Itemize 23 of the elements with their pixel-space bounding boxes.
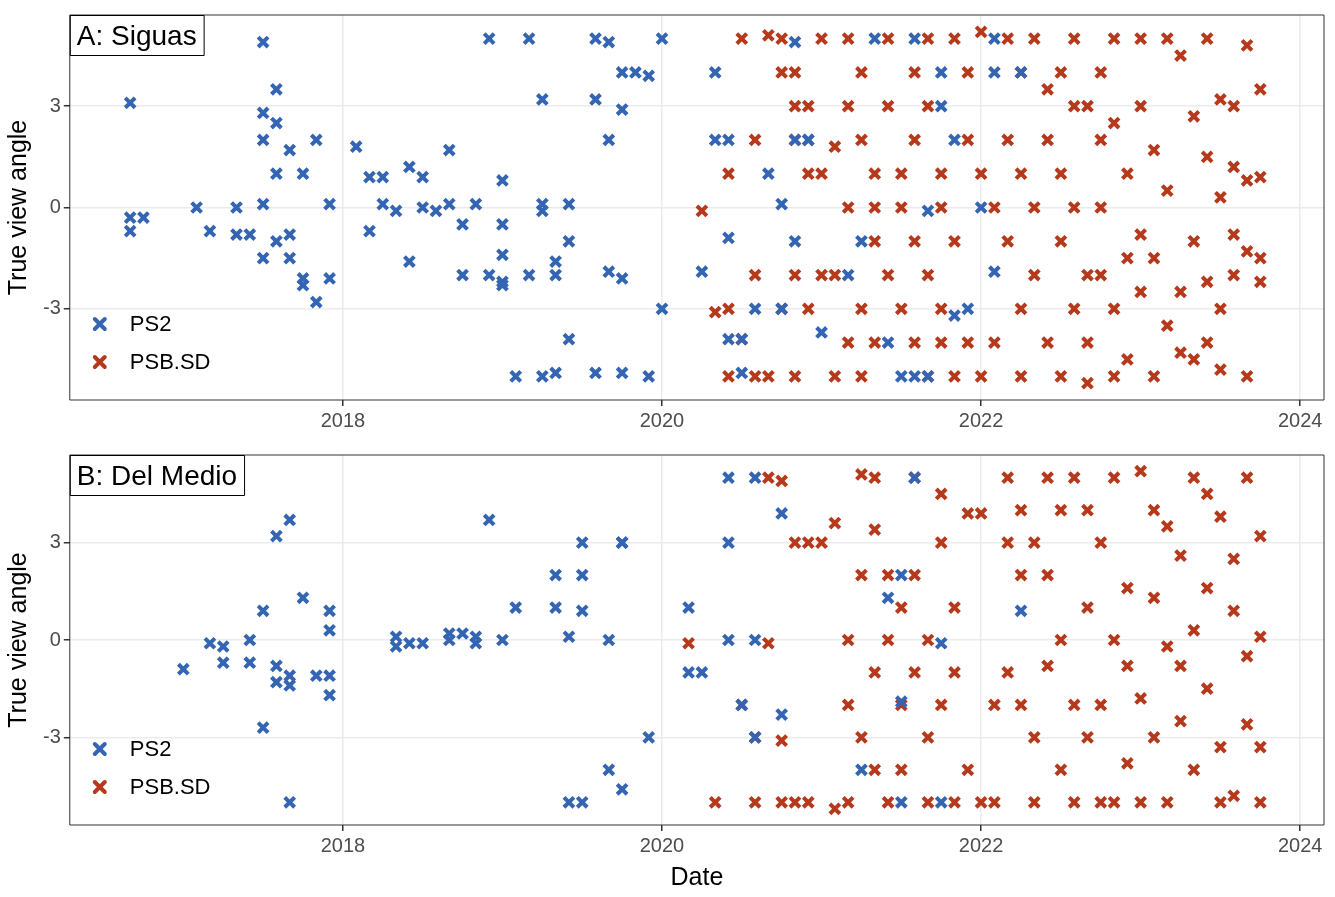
y-tick-label: 0 xyxy=(49,627,61,650)
y-axis-title: True view angle xyxy=(2,552,31,728)
legend-label: PS2 xyxy=(129,311,172,337)
x-tick-label: 2020 xyxy=(639,833,685,856)
y-tick-label: 3 xyxy=(49,530,61,553)
x-tick-label: 2024 xyxy=(1277,408,1323,431)
x-tick-label: 2024 xyxy=(1277,833,1323,856)
legend-label: PSB.SD xyxy=(129,774,211,800)
y-axis-title: True view angle xyxy=(2,119,31,296)
x-tick-label: 2018 xyxy=(320,408,366,431)
x-tick-label: 2020 xyxy=(639,408,685,431)
y-tick-label: 0 xyxy=(49,195,61,218)
legend-label: PSB.SD xyxy=(129,349,211,375)
x-axis-title: Date xyxy=(670,861,724,890)
chart-title: B: Del Medio xyxy=(76,459,238,491)
x-tick-label: 2018 xyxy=(320,833,366,856)
legend-label: PS2 xyxy=(129,736,172,762)
y-tick-label: 3 xyxy=(49,93,61,116)
x-tick-label: 2022 xyxy=(958,408,1004,431)
chart-title: A: Siguas xyxy=(76,19,197,51)
x-tick-label: 2022 xyxy=(958,833,1004,856)
y-tick-label: -3 xyxy=(42,724,61,747)
y-tick-label: -3 xyxy=(42,296,61,319)
